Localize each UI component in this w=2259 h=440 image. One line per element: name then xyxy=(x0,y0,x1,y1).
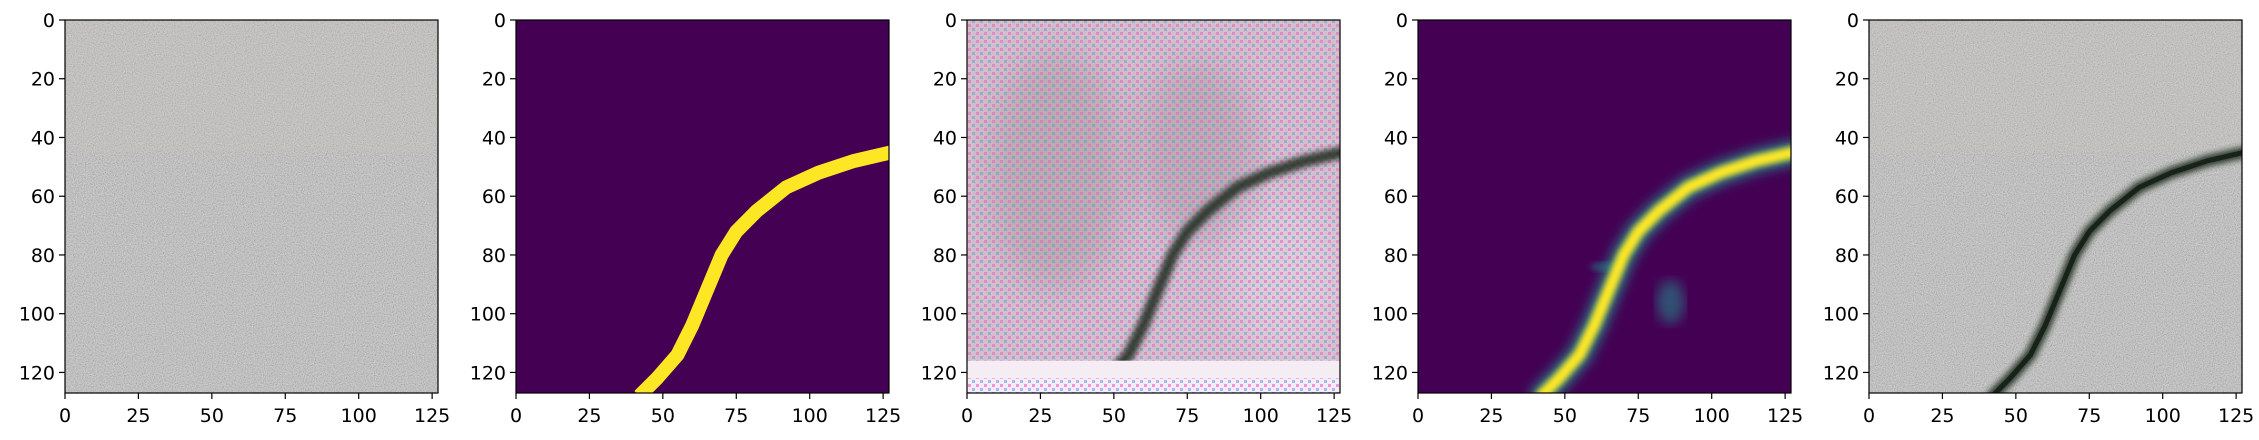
y-tick-label: 40 xyxy=(1835,127,1859,149)
y-tick-label: 80 xyxy=(1384,245,1408,267)
x-tick-label: 25 xyxy=(126,405,150,427)
y-tick-label: 0 xyxy=(1847,10,1859,32)
x-tick-label: 125 xyxy=(2218,405,2254,427)
x-tick-label: 100 xyxy=(1243,405,1279,427)
y-tick-label: 120 xyxy=(1823,362,1859,384)
x-tick-label: 50 xyxy=(200,405,224,427)
y-tick-label: 20 xyxy=(31,69,55,91)
x-tick-label: 50 xyxy=(1553,405,1577,427)
axes-frame xyxy=(515,19,890,394)
y-axis: 0 20 40 60 80 100 120 xyxy=(470,10,516,384)
y-tick-label: 0 xyxy=(945,10,957,32)
panel-input-image: 0 25 50 75 100 125 0 20 40 60 80 100 120 xyxy=(19,10,451,427)
panel-image xyxy=(516,20,889,393)
y-tick-label: 60 xyxy=(933,186,957,208)
x-tick-label: 75 xyxy=(2077,405,2101,427)
y-tick-label: 80 xyxy=(933,245,957,267)
y-tick-label: 0 xyxy=(1396,10,1408,32)
x-tick-label: 100 xyxy=(341,405,377,427)
x-tick-label: 75 xyxy=(273,405,297,427)
x-tick-label: 75 xyxy=(1626,405,1650,427)
y-axis: 0 20 40 60 80 100 120 xyxy=(1372,10,1418,384)
panel-image xyxy=(65,20,438,393)
y-tick-label: 120 xyxy=(470,362,506,384)
panel-overlay-image: 0 25 50 75 100 125 0 20 40 60 80 100 120 xyxy=(1823,10,2255,427)
x-tick-label: 25 xyxy=(577,405,601,427)
y-tick-label: 60 xyxy=(1384,186,1408,208)
y-tick-label: 120 xyxy=(921,362,957,384)
x-tick-label: 100 xyxy=(2145,405,2181,427)
y-axis: 0 20 40 60 80 100 120 xyxy=(1823,10,1869,384)
panel-image xyxy=(1418,20,1791,393)
x-tick-label: 25 xyxy=(1028,405,1052,427)
x-tick-label: 0 xyxy=(510,405,522,427)
x-tick-label: 0 xyxy=(59,405,71,427)
y-tick-label: 40 xyxy=(31,127,55,149)
x-tick-label: 0 xyxy=(961,405,973,427)
y-tick-label: 20 xyxy=(482,69,506,91)
y-tick-label: 80 xyxy=(482,245,506,267)
x-tick-label: 100 xyxy=(792,405,828,427)
y-tick-label: 40 xyxy=(482,127,506,149)
y-tick-label: 20 xyxy=(933,69,957,91)
x-axis: 0 25 50 75 100 125 xyxy=(59,393,450,427)
y-tick-label: 20 xyxy=(1835,69,1859,91)
x-axis: 0 25 50 75 100 125 xyxy=(510,393,901,427)
x-tick-label: 100 xyxy=(1694,405,1730,427)
y-tick-label: 120 xyxy=(1372,362,1408,384)
y-axis: 0 20 40 60 80 100 120 xyxy=(19,10,65,384)
panel-predicted-mask: 0 25 50 75 100 125 0 20 40 60 80 100 120 xyxy=(1372,10,1804,427)
panel-image xyxy=(967,20,1340,393)
x-tick-label: 25 xyxy=(1479,405,1503,427)
panel-image xyxy=(1869,20,2242,393)
y-tick-label: 0 xyxy=(494,10,506,32)
y-axis: 0 20 40 60 80 100 120 xyxy=(921,10,967,384)
x-axis: 0 25 50 75 100 125 xyxy=(1863,393,2254,427)
y-tick-label: 40 xyxy=(933,127,957,149)
panel-generated-image: 0 25 50 75 100 125 0 20 40 60 80 100 120 xyxy=(921,10,1353,427)
x-tick-label: 125 xyxy=(1316,405,1352,427)
x-axis: 0 25 50 75 100 125 xyxy=(961,393,1352,427)
axes-frame xyxy=(966,19,1341,394)
x-tick-label: 75 xyxy=(724,405,748,427)
panel-ground-truth-mask: 0 25 50 75 100 125 0 20 40 60 80 100 120 xyxy=(470,10,902,427)
y-tick-label: 40 xyxy=(1384,127,1408,149)
x-tick-label: 125 xyxy=(1767,405,1803,427)
x-tick-label: 50 xyxy=(2004,405,2028,427)
y-tick-label: 100 xyxy=(921,304,957,326)
y-tick-label: 60 xyxy=(1835,186,1859,208)
x-tick-label: 0 xyxy=(1863,405,1875,427)
x-tick-label: 75 xyxy=(1175,405,1199,427)
y-tick-label: 100 xyxy=(1372,304,1408,326)
y-tick-label: 20 xyxy=(1384,69,1408,91)
x-tick-label: 50 xyxy=(651,405,675,427)
y-tick-label: 100 xyxy=(470,304,506,326)
x-tick-label: 125 xyxy=(865,405,901,427)
x-tick-label: 0 xyxy=(1412,405,1424,427)
axes-frame xyxy=(64,19,439,394)
y-tick-label: 80 xyxy=(31,245,55,267)
axes-frame xyxy=(1868,19,2243,394)
y-tick-label: 100 xyxy=(1823,304,1859,326)
axes-frame xyxy=(1417,19,1792,394)
y-tick-label: 80 xyxy=(1835,245,1859,267)
y-tick-label: 120 xyxy=(19,362,55,384)
x-tick-label: 25 xyxy=(1930,405,1954,427)
y-tick-label: 0 xyxy=(43,10,55,32)
x-axis: 0 25 50 75 100 125 xyxy=(1412,393,1803,427)
y-tick-label: 60 xyxy=(482,186,506,208)
y-tick-label: 100 xyxy=(19,304,55,326)
x-tick-label: 50 xyxy=(1102,405,1126,427)
y-tick-label: 60 xyxy=(31,186,55,208)
x-tick-label: 125 xyxy=(414,405,450,427)
